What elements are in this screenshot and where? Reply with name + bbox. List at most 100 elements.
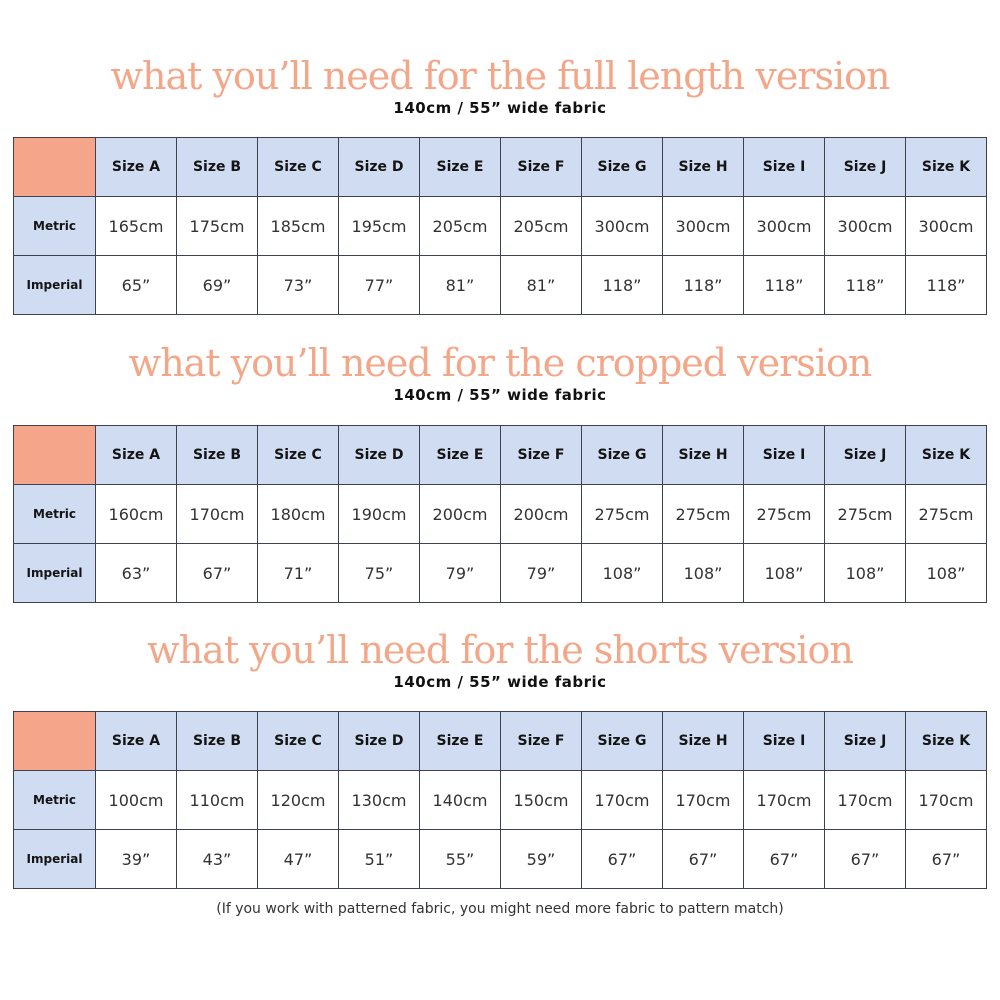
imperial-cell: 59” (500, 829, 582, 889)
imperial-cell: 67” (176, 543, 258, 603)
row-label-imperial: Imperial (13, 543, 96, 603)
size-header: Size G (581, 425, 663, 485)
imperial-cell: 47” (257, 829, 339, 889)
imperial-cell: 118” (581, 255, 663, 315)
row-label-metric: Metric (13, 770, 96, 830)
imperial-cell: 108” (581, 543, 663, 603)
imperial-cell: 79” (419, 543, 501, 603)
metric-row: Metric 165cm 175cm 185cm 195cm 205cm 205cm 300c… (13, 196, 987, 256)
imperial-cell: 118” (662, 255, 744, 315)
metric-cell: 170cm (824, 770, 906, 830)
metric-cell: 170cm (662, 770, 744, 830)
size-header: Size A (95, 711, 177, 771)
section-subtitle-cropped: 140cm / 55” wide fabric (393, 386, 607, 404)
size-header: Size C (257, 711, 339, 771)
metric-cell: 175cm (176, 196, 258, 256)
metric-cell: 275cm (824, 484, 906, 544)
row-label-imperial: Imperial (13, 829, 96, 889)
imperial-cell: 118” (905, 255, 987, 315)
imperial-row: Imperial 39” 43” 47” 51” 55” 59” 67” 67” 67” 67” 67… (13, 829, 987, 889)
imperial-cell: 43” (176, 829, 258, 889)
imperial-cell: 79” (500, 543, 582, 603)
size-header: Size C (257, 425, 339, 485)
imperial-cell: 81” (500, 255, 582, 315)
imperial-cell: 67” (743, 829, 825, 889)
size-header: Size K (905, 425, 987, 485)
row-label-imperial: Imperial (13, 255, 96, 315)
metric-cell: 190cm (338, 484, 420, 544)
imperial-cell: 108” (824, 543, 906, 603)
size-header: Size H (662, 425, 744, 485)
size-header: Size C (257, 137, 339, 197)
metric-cell: 100cm (95, 770, 177, 830)
section-subtitle-full-length: 140cm / 55” wide fabric (393, 99, 607, 117)
metric-cell: 130cm (338, 770, 420, 830)
size-header: Size A (95, 137, 177, 197)
imperial-cell: 67” (581, 829, 663, 889)
imperial-cell: 75” (338, 543, 420, 603)
fabric-table-cropped: Size A Size B Size C Size D Size E Size F Size… (13, 425, 987, 603)
imperial-cell: 67” (662, 829, 744, 889)
size-header: Size A (95, 425, 177, 485)
metric-cell: 160cm (95, 484, 177, 544)
imperial-cell: 108” (743, 543, 825, 603)
imperial-cell: 118” (824, 255, 906, 315)
metric-cell: 275cm (581, 484, 663, 544)
imperial-cell: 108” (662, 543, 744, 603)
corner-cell (13, 137, 96, 197)
size-header: Size B (176, 137, 258, 197)
metric-cell: 205cm (500, 196, 582, 256)
size-header: Size E (419, 711, 501, 771)
size-header: Size J (824, 137, 906, 197)
metric-cell: 170cm (743, 770, 825, 830)
size-header: Size G (581, 137, 663, 197)
metric-cell: 300cm (905, 196, 987, 256)
section-title-cropped: what you’ll need for the cropped version (128, 341, 873, 385)
corner-cell (13, 425, 96, 485)
size-header: Size E (419, 137, 501, 197)
size-header: Size J (824, 711, 906, 771)
size-header: Size B (176, 425, 258, 485)
metric-cell: 110cm (176, 770, 258, 830)
header-row: Size A Size B Size C Size D Size E Size F Size… (13, 137, 987, 197)
pattern-match-note: (If you work with patterned fabric, you … (216, 901, 784, 917)
size-header: Size D (338, 425, 420, 485)
imperial-cell: 108” (905, 543, 987, 603)
metric-cell: 275cm (905, 484, 987, 544)
row-label-metric: Metric (13, 196, 96, 256)
imperial-cell: 51” (338, 829, 420, 889)
size-header: Size B (176, 711, 258, 771)
metric-cell: 170cm (581, 770, 663, 830)
metric-cell: 275cm (743, 484, 825, 544)
imperial-cell: 71” (257, 543, 339, 603)
section-title-full-length: what you’ll need for the full length ver… (110, 54, 891, 98)
imperial-row: Imperial 65” 69” 73” 77” 81” 81” 118” 118” 118” 11… (13, 255, 987, 315)
size-header: Size D (338, 711, 420, 771)
size-header: Size G (581, 711, 663, 771)
metric-cell: 200cm (500, 484, 582, 544)
metric-cell: 200cm (419, 484, 501, 544)
row-label-metric: Metric (13, 484, 96, 544)
imperial-cell: 39” (95, 829, 177, 889)
metric-cell: 170cm (176, 484, 258, 544)
metric-cell: 300cm (662, 196, 744, 256)
imperial-row: Imperial 63” 67” 71” 75” 79” 79” 108” 108” 108” 10… (13, 543, 987, 603)
metric-cell: 300cm (743, 196, 825, 256)
size-header: Size F (500, 425, 582, 485)
size-header: Size I (743, 137, 825, 197)
size-header: Size J (824, 425, 906, 485)
header-row: Size A Size B Size C Size D Size E Size F Size… (13, 711, 987, 771)
size-header: Size I (743, 711, 825, 771)
metric-cell: 140cm (419, 770, 501, 830)
imperial-cell: 55” (419, 829, 501, 889)
size-header: Size H (662, 137, 744, 197)
size-header: Size K (905, 711, 987, 771)
imperial-cell: 67” (905, 829, 987, 889)
imperial-cell: 73” (257, 255, 339, 315)
size-header: Size F (500, 137, 582, 197)
metric-cell: 180cm (257, 484, 339, 544)
size-header: Size K (905, 137, 987, 197)
imperial-cell: 118” (743, 255, 825, 315)
metric-row: Metric 160cm 170cm 180cm 190cm 200cm 200cm 275c… (13, 484, 987, 544)
metric-cell: 195cm (338, 196, 420, 256)
